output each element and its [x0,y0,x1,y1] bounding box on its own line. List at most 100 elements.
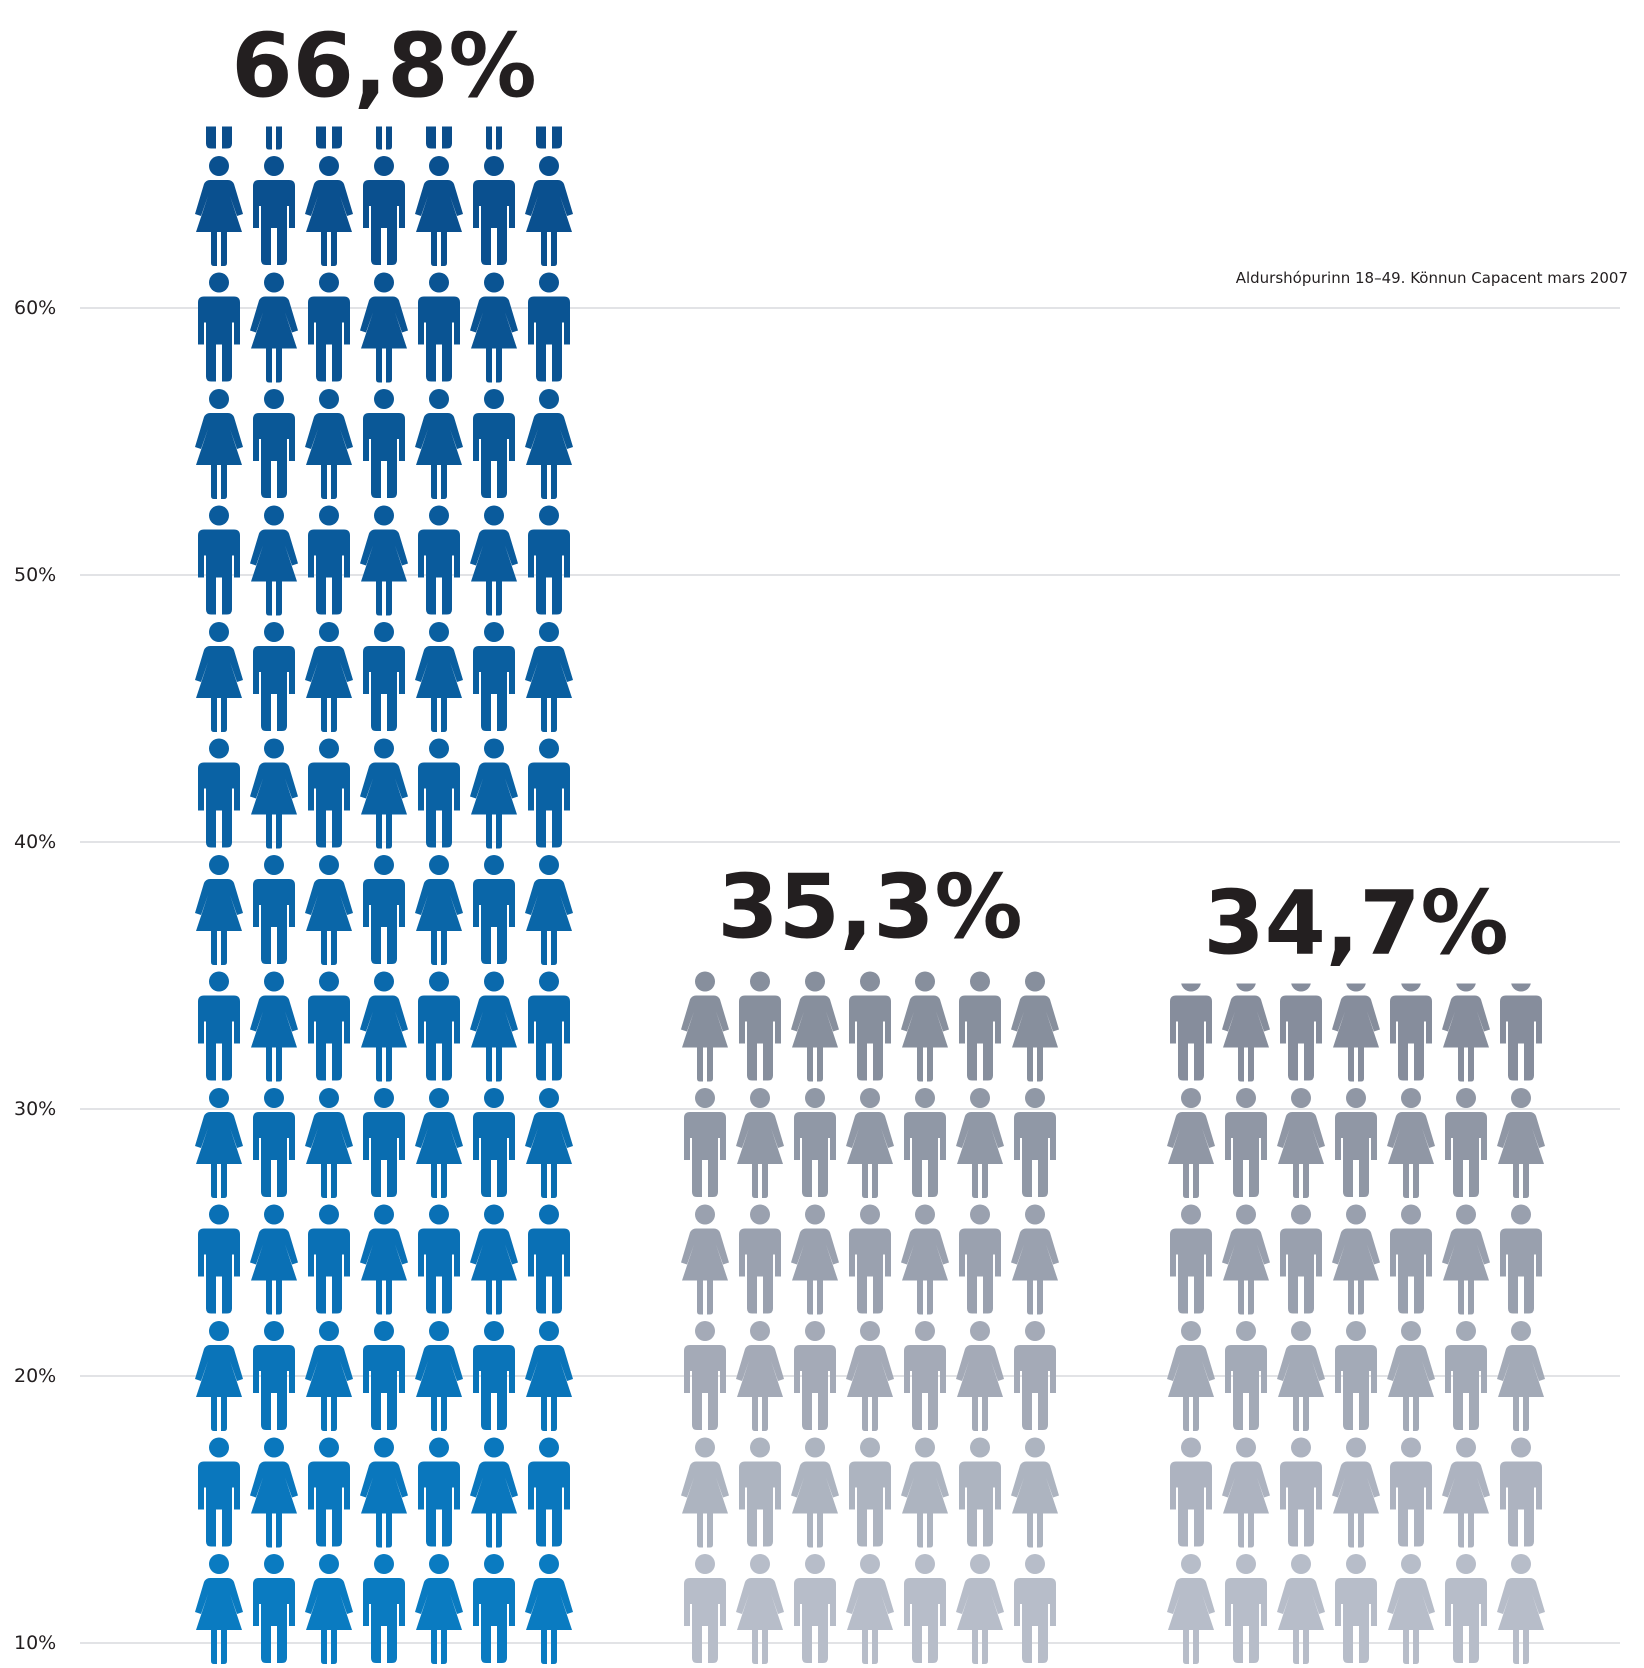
person-man-icon [1335,1088,1377,1197]
person-man-icon [253,389,295,498]
person-woman-icon [525,1321,573,1431]
person-woman-icon [901,1437,949,1548]
person-woman-icon [1222,983,1270,1082]
person-man-icon [1445,1554,1487,1663]
person-man-icon [418,505,460,615]
person-woman-icon [736,1321,784,1431]
person-woman-icon [525,1088,573,1198]
person-man-icon [1445,1088,1487,1197]
person-woman-icon [470,971,518,1082]
person-woman-icon [1497,1088,1545,1198]
person-woman-icon [1442,1437,1490,1548]
person-man-icon [363,156,405,265]
person-woman-icon [1277,1321,1325,1431]
person-man-icon [308,971,350,1081]
person-man-icon [1014,1088,1056,1197]
person-woman-icon [1222,1437,1270,1548]
person-woman-icon [1387,1088,1435,1198]
person-man-icon [1280,983,1322,1081]
person-man-icon [739,739,781,848]
person-woman-icon [681,971,729,1082]
person-man-icon [1280,1437,1322,1547]
person-woman-icon [415,855,463,965]
person-woman-icon [901,1204,949,1315]
person-woman-icon [415,1554,463,1664]
person-woman-icon [195,156,243,266]
person-woman-icon [1387,1321,1435,1431]
person-man-icon [473,1088,515,1197]
source-note: Aldurshópurinn 18–49. Könnun Capacent ma… [1236,269,1628,287]
person-woman-icon [195,1088,243,1198]
person-man-icon [739,971,781,1081]
person-woman-icon [1167,1088,1215,1198]
y-tick-label: 40% [14,831,56,853]
person-woman-icon [736,1554,784,1664]
person-man-icon [1335,1554,1377,1663]
person-man-icon [253,855,295,964]
person-woman-icon [681,739,729,849]
person-man-icon [308,505,350,615]
person-woman-icon [195,389,243,499]
person-man-icon [1390,983,1432,1081]
person-man-icon [253,1088,295,1197]
person-man-icon [473,156,515,265]
person-woman-icon [360,1437,408,1548]
person-woman-icon [525,1554,573,1664]
person-man-icon [1500,983,1542,1081]
y-tick-label: 20% [14,1365,56,1387]
person-man-icon [849,1204,891,1314]
person-man-icon [363,1088,405,1197]
person-woman-icon [1442,1204,1490,1315]
person-man-icon [904,1554,946,1663]
person-woman-icon [415,1321,463,1431]
person-man-icon [253,156,295,265]
person-man-icon [849,971,891,1081]
person-man-icon [363,855,405,964]
person-man-icon [684,1554,726,1663]
person-man-icon [308,272,350,382]
person-woman-icon [1011,739,1059,849]
person-woman-icon [250,1437,298,1548]
person-man-icon [959,971,1001,1081]
person-woman-icon [1277,1554,1325,1664]
bar-value-label: 34,7% [1203,872,1508,975]
person-woman-icon [791,1437,839,1548]
person-woman-icon [1497,1554,1545,1664]
person-woman-icon [195,1321,243,1431]
person-woman-icon [1277,1088,1325,1198]
person-woman-icon [250,505,298,616]
person-woman-icon [470,1437,518,1548]
person-man-icon [418,738,460,848]
person-woman-icon [305,1321,353,1431]
person-man-icon [253,1554,295,1663]
person-man-icon [528,505,570,615]
person-woman-icon [195,1554,243,1664]
person-man-icon [1170,1204,1212,1314]
person-woman-icon [791,739,839,849]
person-man-icon [528,971,570,1081]
person-woman-icon [525,622,573,732]
person-man-icon [418,1204,460,1314]
person-woman-icon [846,1554,894,1664]
person-man-icon [794,1088,836,1197]
person-woman-icon [195,855,243,965]
person-man-icon [1500,1204,1542,1314]
person-woman-icon [1222,1204,1270,1315]
person-woman-icon [525,156,573,266]
bars [195,126,1545,1664]
person-woman-icon [846,1321,894,1431]
person-woman-icon [1011,1204,1059,1315]
bar-3 [1167,983,1545,1664]
person-woman-icon [791,971,839,1082]
person-man-icon [1170,983,1212,1081]
person-man-icon [308,738,350,848]
person-man-icon [1500,1437,1542,1547]
person-woman-icon [470,505,518,616]
person-woman-icon [1332,1204,1380,1315]
person-man-icon [1225,1554,1267,1663]
person-woman-icon [305,156,353,266]
person-man-icon [473,622,515,731]
gridlines [80,307,1620,1644]
person-man-icon [684,1088,726,1197]
person-woman-icon [1011,1437,1059,1548]
